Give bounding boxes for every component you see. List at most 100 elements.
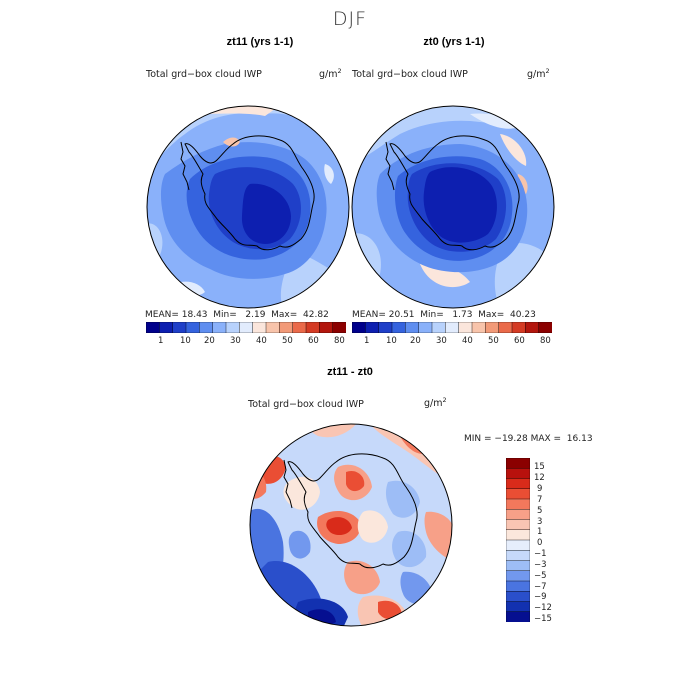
colorbar-swatch xyxy=(506,560,530,572)
colorbar-tick: 5 xyxy=(537,506,543,516)
colorbar-tick: 60 xyxy=(308,336,319,346)
panel-1-map xyxy=(146,105,350,309)
panel-3-colorbar-ticks: 15 12 9 7 5 3 1 0 −1 −3 −5 −7 −9 −12 −15 xyxy=(534,458,574,628)
colorbar-swatch xyxy=(159,322,174,333)
panel-2-field xyxy=(423,167,497,243)
colorbar-swatch xyxy=(405,322,420,333)
colorbar-swatch xyxy=(498,322,513,333)
panel-2-field xyxy=(470,113,520,129)
panel-3-field xyxy=(326,517,352,536)
colorbar-swatch xyxy=(525,322,540,333)
panel-1-coastline xyxy=(184,135,315,251)
colorbar-swatch xyxy=(305,322,320,333)
colorbar-swatch xyxy=(445,322,460,333)
colorbar-swatch xyxy=(506,498,530,510)
colorbar-tick: 9 xyxy=(537,484,543,494)
panel-2-field xyxy=(500,134,527,166)
colorbar-swatch xyxy=(506,478,530,490)
colorbar-swatch xyxy=(471,322,486,333)
panel-3-field xyxy=(288,530,311,559)
colorbar-swatch xyxy=(511,322,526,333)
colorbar-swatch xyxy=(146,322,160,333)
panel-3-field xyxy=(378,600,402,620)
colorbar-swatch xyxy=(319,322,334,333)
panel-3-stats: MIN = −19.28 MAX = 16.13 xyxy=(464,434,593,444)
colorbar-tick: 12 xyxy=(534,473,545,483)
colorbar-swatch xyxy=(458,322,473,333)
colorbar-swatch xyxy=(185,322,200,333)
panel-3-field xyxy=(385,480,420,518)
colorbar-tick: −3 xyxy=(534,560,547,570)
panel-1-units: g/m2 xyxy=(319,67,342,81)
page-title: DJF xyxy=(332,8,368,30)
colorbar-swatch xyxy=(292,322,307,333)
colorbar-tick: 1 xyxy=(158,336,164,346)
panel-2-map-border xyxy=(351,105,555,309)
colorbar-swatch xyxy=(506,601,530,613)
panel-3-title: zt11 - zt0 xyxy=(327,366,373,378)
colorbar-swatch xyxy=(506,580,530,592)
colorbar-tick: 20 xyxy=(204,336,215,346)
panel-3-field xyxy=(344,560,380,595)
colorbar-tick: 15 xyxy=(534,462,545,472)
colorbar-swatch xyxy=(225,322,240,333)
colorbar-tick: 10 xyxy=(180,336,191,346)
panel-1-colorbar xyxy=(146,322,346,333)
panel-1-stats: MEAN= 18.43 Min= 2.19 Max= 42.82 xyxy=(145,310,329,320)
colorbar-tick: −1 xyxy=(534,549,547,559)
colorbar-swatch xyxy=(506,519,530,531)
colorbar-swatch xyxy=(506,550,530,562)
panel-1-field xyxy=(241,183,291,244)
colorbar-tick: 40 xyxy=(462,336,473,346)
panel-2-variable: Total grd−box cloud IWP xyxy=(352,69,468,80)
panel-2-field xyxy=(420,263,470,288)
panel-1-field xyxy=(324,164,334,184)
colorbar-tick: 7 xyxy=(537,495,543,505)
colorbar-tick: 50 xyxy=(488,336,499,346)
colorbar-swatch xyxy=(538,322,552,333)
colorbar-tick: 80 xyxy=(540,336,551,346)
colorbar-swatch xyxy=(485,322,500,333)
colorbar-swatch xyxy=(279,322,294,333)
colorbar-swatch xyxy=(332,322,346,333)
colorbar-swatch xyxy=(199,322,214,333)
colorbar-tick: 30 xyxy=(436,336,447,346)
colorbar-swatch xyxy=(506,488,530,500)
colorbar-swatch xyxy=(252,322,267,333)
panel-1-map-border xyxy=(146,105,350,309)
colorbar-swatch xyxy=(506,468,530,480)
colorbar-tick: 3 xyxy=(537,517,543,527)
colorbar-swatch xyxy=(391,322,406,333)
panel-3-coastline xyxy=(287,453,418,569)
colorbar-tick: 40 xyxy=(256,336,267,346)
colorbar-tick: −9 xyxy=(534,592,547,602)
colorbar-swatch xyxy=(506,539,530,551)
panel-3-units: g/m2 xyxy=(424,396,447,410)
colorbar-tick: 20 xyxy=(410,336,421,346)
panel-2-title: zt0 (yrs 1-1) xyxy=(423,36,485,48)
panel-3-variable: Total grd−box cloud IWP xyxy=(248,399,364,410)
panel-3-colorbar xyxy=(506,458,530,622)
colorbar-tick: 60 xyxy=(514,336,525,346)
panel-3-coastline xyxy=(283,459,293,509)
panel-3-field xyxy=(357,510,388,543)
panel-1-variable: Total grd−box cloud IWP xyxy=(146,69,262,80)
colorbar-swatch xyxy=(172,322,187,333)
colorbar-tick: 0 xyxy=(537,538,543,548)
colorbar-swatch xyxy=(506,611,530,622)
panel-2-stats: MEAN= 20.51 Min= 1.73 Max= 40.23 xyxy=(352,310,536,320)
panel-2-colorbar-ticks: 1 10 20 30 40 50 60 80 xyxy=(352,336,552,348)
colorbar-swatch xyxy=(431,322,446,333)
panel-1-coastline xyxy=(180,141,190,191)
colorbar-swatch xyxy=(352,322,366,333)
colorbar-swatch xyxy=(506,529,530,541)
colorbar-tick: 30 xyxy=(230,336,241,346)
colorbar-swatch xyxy=(365,322,380,333)
colorbar-swatch xyxy=(506,509,530,521)
colorbar-swatch xyxy=(265,322,280,333)
colorbar-swatch xyxy=(506,591,530,603)
colorbar-swatch xyxy=(212,322,227,333)
colorbar-tick: 1 xyxy=(537,527,543,537)
colorbar-tick: −12 xyxy=(534,603,552,613)
colorbar-swatch xyxy=(378,322,393,333)
